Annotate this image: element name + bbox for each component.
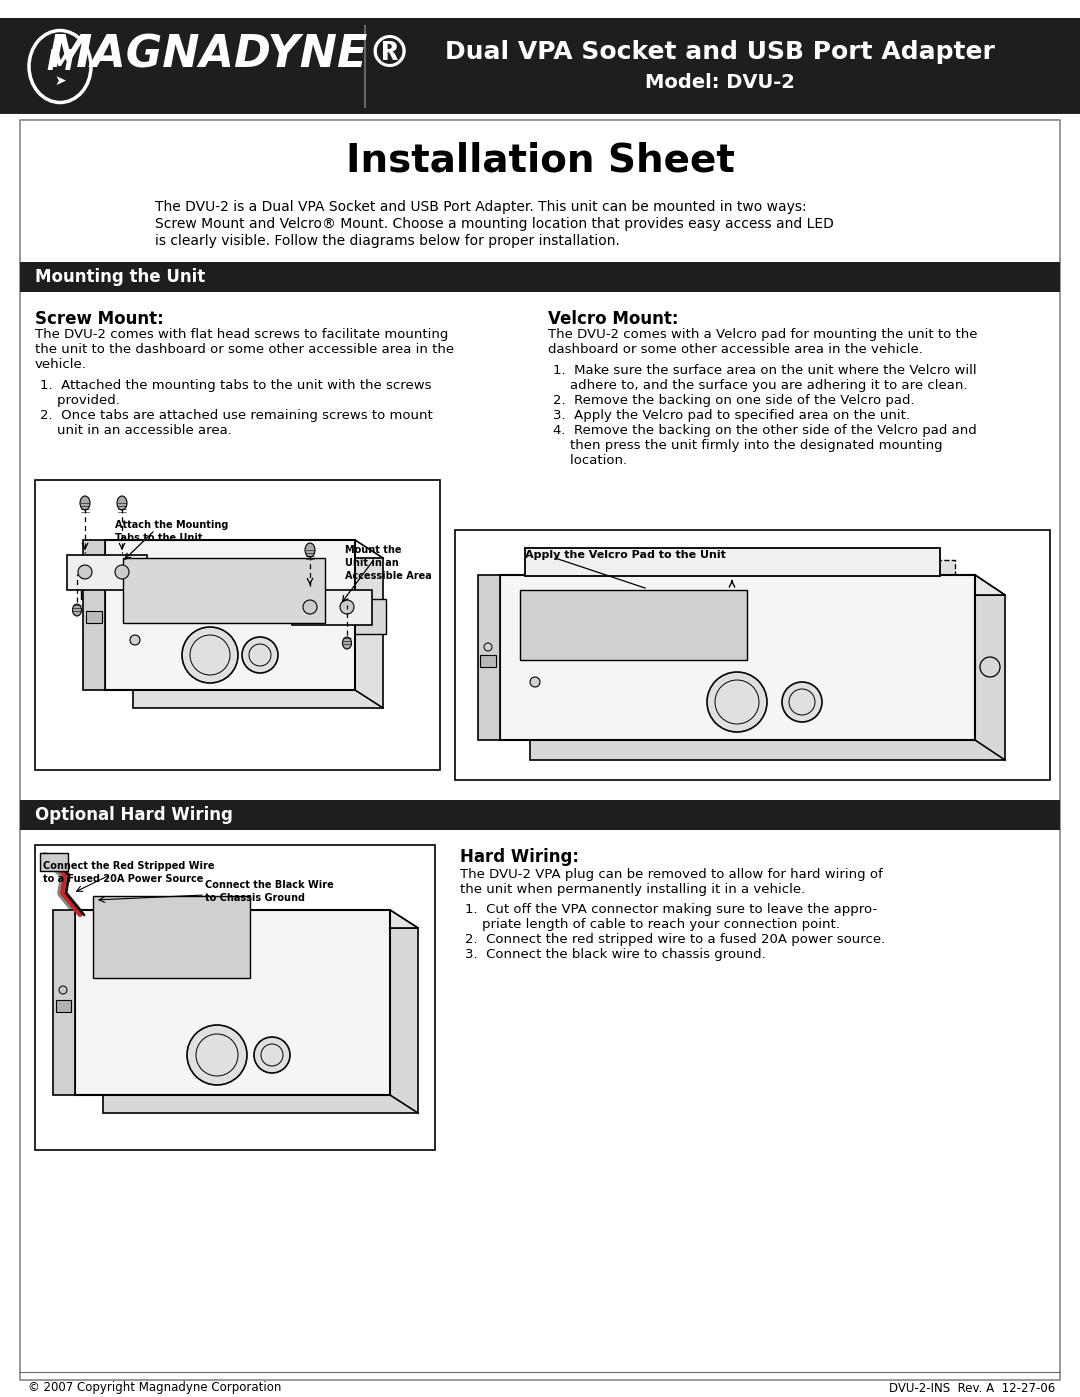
Circle shape <box>130 636 140 645</box>
Bar <box>525 548 940 576</box>
Text: priate length of cable to reach your connection point.: priate length of cable to reach your con… <box>465 918 840 930</box>
Text: © 2007 Copyright Magnadyne Corporation: © 2007 Copyright Magnadyne Corporation <box>28 1382 282 1394</box>
Text: provided.: provided. <box>40 394 120 407</box>
Bar <box>123 557 325 623</box>
Text: is clearly visible. Follow the diagrams below for proper installation.: is clearly visible. Follow the diagrams … <box>156 235 620 249</box>
Bar <box>81 564 161 599</box>
Text: 2.  Once tabs are attached use remaining screws to mount: 2. Once tabs are attached use remaining … <box>40 409 433 422</box>
Circle shape <box>530 678 540 687</box>
Circle shape <box>78 564 92 578</box>
Text: Velcro Mount:: Velcro Mount: <box>548 310 678 328</box>
Circle shape <box>242 637 278 673</box>
Circle shape <box>59 986 67 995</box>
Ellipse shape <box>80 496 90 510</box>
Text: DVU-2-INS  Rev. A  12-27-06: DVU-2-INS Rev. A 12-27-06 <box>889 1382 1055 1394</box>
Circle shape <box>340 599 354 615</box>
Circle shape <box>782 682 822 722</box>
Bar <box>133 557 383 708</box>
Text: Installation Sheet: Installation Sheet <box>346 141 734 179</box>
Ellipse shape <box>342 637 351 650</box>
Bar <box>478 576 500 740</box>
Text: location.: location. <box>553 454 627 467</box>
Text: MAGNADYNE®: MAGNADYNE® <box>48 34 413 77</box>
Text: 1.  Attached the mounting tabs to the unit with the screws: 1. Attached the mounting tabs to the uni… <box>40 379 432 393</box>
Text: Mount the
Unit in an
Accessible Area: Mount the Unit in an Accessible Area <box>345 545 432 581</box>
Text: Screw Mount and Velcro® Mount. Choose a mounting location that provides easy acc: Screw Mount and Velcro® Mount. Choose a … <box>156 217 834 231</box>
Circle shape <box>183 627 238 683</box>
Text: The DVU-2 comes with a Velcro pad for mounting the unit to the: The DVU-2 comes with a Velcro pad for mo… <box>548 328 977 341</box>
Circle shape <box>484 643 492 651</box>
Bar <box>21 800 1059 830</box>
Text: Mounting the Unit: Mounting the Unit <box>35 268 205 286</box>
Text: The DVU-2 comes with flat head screws to facilitate mounting: The DVU-2 comes with flat head screws to… <box>35 328 448 341</box>
Ellipse shape <box>72 604 81 616</box>
Text: Connect the Red Stripped Wire
to a Fused 20A Power Source: Connect the Red Stripped Wire to a Fused… <box>43 861 215 884</box>
Text: The DVU-2 VPA plug can be removed to allow for hard wiring of: The DVU-2 VPA plug can be removed to all… <box>460 868 882 882</box>
Text: Model: DVU-2: Model: DVU-2 <box>645 73 795 91</box>
Bar <box>455 529 1050 780</box>
Text: Attach the Mounting
Tabs to the Unit: Attach the Mounting Tabs to the Unit <box>114 520 228 543</box>
Text: unit in an accessible area.: unit in an accessible area. <box>40 425 232 437</box>
Bar <box>530 595 1005 760</box>
Text: 2.  Remove the backing on one side of the Velcro pad.: 2. Remove the backing on one side of the… <box>553 394 915 407</box>
Bar <box>75 909 390 1095</box>
Text: then press the unit firmly into the designated mounting: then press the unit firmly into the desi… <box>553 439 943 453</box>
Bar <box>540 560 955 588</box>
Circle shape <box>187 1025 247 1085</box>
Text: M: M <box>46 47 73 75</box>
Bar <box>480 655 496 666</box>
Bar <box>35 845 435 1150</box>
Text: the unit when permanently installing it in a vehicle.: the unit when permanently installing it … <box>460 883 806 895</box>
Bar <box>86 610 102 623</box>
Text: 2.  Connect the red stripped wire to a fused 20A power source.: 2. Connect the red stripped wire to a fu… <box>465 933 886 946</box>
Text: 4.  Remove the backing on the other side of the Velcro pad and: 4. Remove the backing on the other side … <box>553 425 976 437</box>
Circle shape <box>303 599 318 615</box>
Bar <box>56 1000 71 1011</box>
Ellipse shape <box>305 543 315 557</box>
Circle shape <box>707 672 767 732</box>
Text: Screw Mount:: Screw Mount: <box>35 310 164 328</box>
Text: 1.  Cut off the VPA connector making sure to leave the appro-: 1. Cut off the VPA connector making sure… <box>465 902 877 916</box>
Circle shape <box>114 564 129 578</box>
Circle shape <box>980 657 1000 678</box>
Text: Dual VPA Socket and USB Port Adapter: Dual VPA Socket and USB Port Adapter <box>445 41 995 64</box>
Bar <box>519 590 747 659</box>
Text: ➤: ➤ <box>54 74 66 88</box>
Text: vehicle.: vehicle. <box>35 358 86 372</box>
Ellipse shape <box>117 496 127 510</box>
Bar <box>306 599 386 634</box>
Bar <box>40 854 68 870</box>
Bar <box>83 541 105 690</box>
Text: Apply the Velcro Pad to the Unit: Apply the Velcro Pad to the Unit <box>525 550 726 560</box>
Polygon shape <box>500 576 1005 595</box>
Text: Hard Wiring:: Hard Wiring: <box>460 848 579 866</box>
Text: the unit to the dashboard or some other accessible area in the: the unit to the dashboard or some other … <box>35 344 454 356</box>
Text: 1.  Make sure the surface area on the unit where the Velcro will: 1. Make sure the surface area on the uni… <box>553 365 976 377</box>
Text: The DVU-2 is a Dual VPA Socket and USB Port Adapter. This unit can be mounted in: The DVU-2 is a Dual VPA Socket and USB P… <box>156 200 807 214</box>
Bar <box>35 481 440 770</box>
Text: adhere to, and the surface you are adhering it to are clean.: adhere to, and the surface you are adher… <box>553 379 968 393</box>
Circle shape <box>254 1037 291 1073</box>
Text: dashboard or some other accessible area in the vehicle.: dashboard or some other accessible area … <box>548 344 923 356</box>
Bar <box>67 555 147 590</box>
Bar <box>0 18 1080 115</box>
Bar <box>292 590 372 624</box>
Bar <box>103 928 418 1113</box>
Text: 3.  Connect the black wire to chassis ground.: 3. Connect the black wire to chassis gro… <box>465 949 766 961</box>
Bar <box>105 541 355 690</box>
Bar <box>21 263 1059 292</box>
Polygon shape <box>75 909 418 928</box>
Bar <box>53 909 75 1095</box>
Bar <box>500 576 975 740</box>
Text: Connect the Black Wire
to Chassis Ground: Connect the Black Wire to Chassis Ground <box>205 880 334 904</box>
Text: Optional Hard Wiring: Optional Hard Wiring <box>35 806 233 824</box>
Bar <box>93 895 249 978</box>
Text: 3.  Apply the Velcro pad to specified area on the unit.: 3. Apply the Velcro pad to specified are… <box>553 409 910 422</box>
